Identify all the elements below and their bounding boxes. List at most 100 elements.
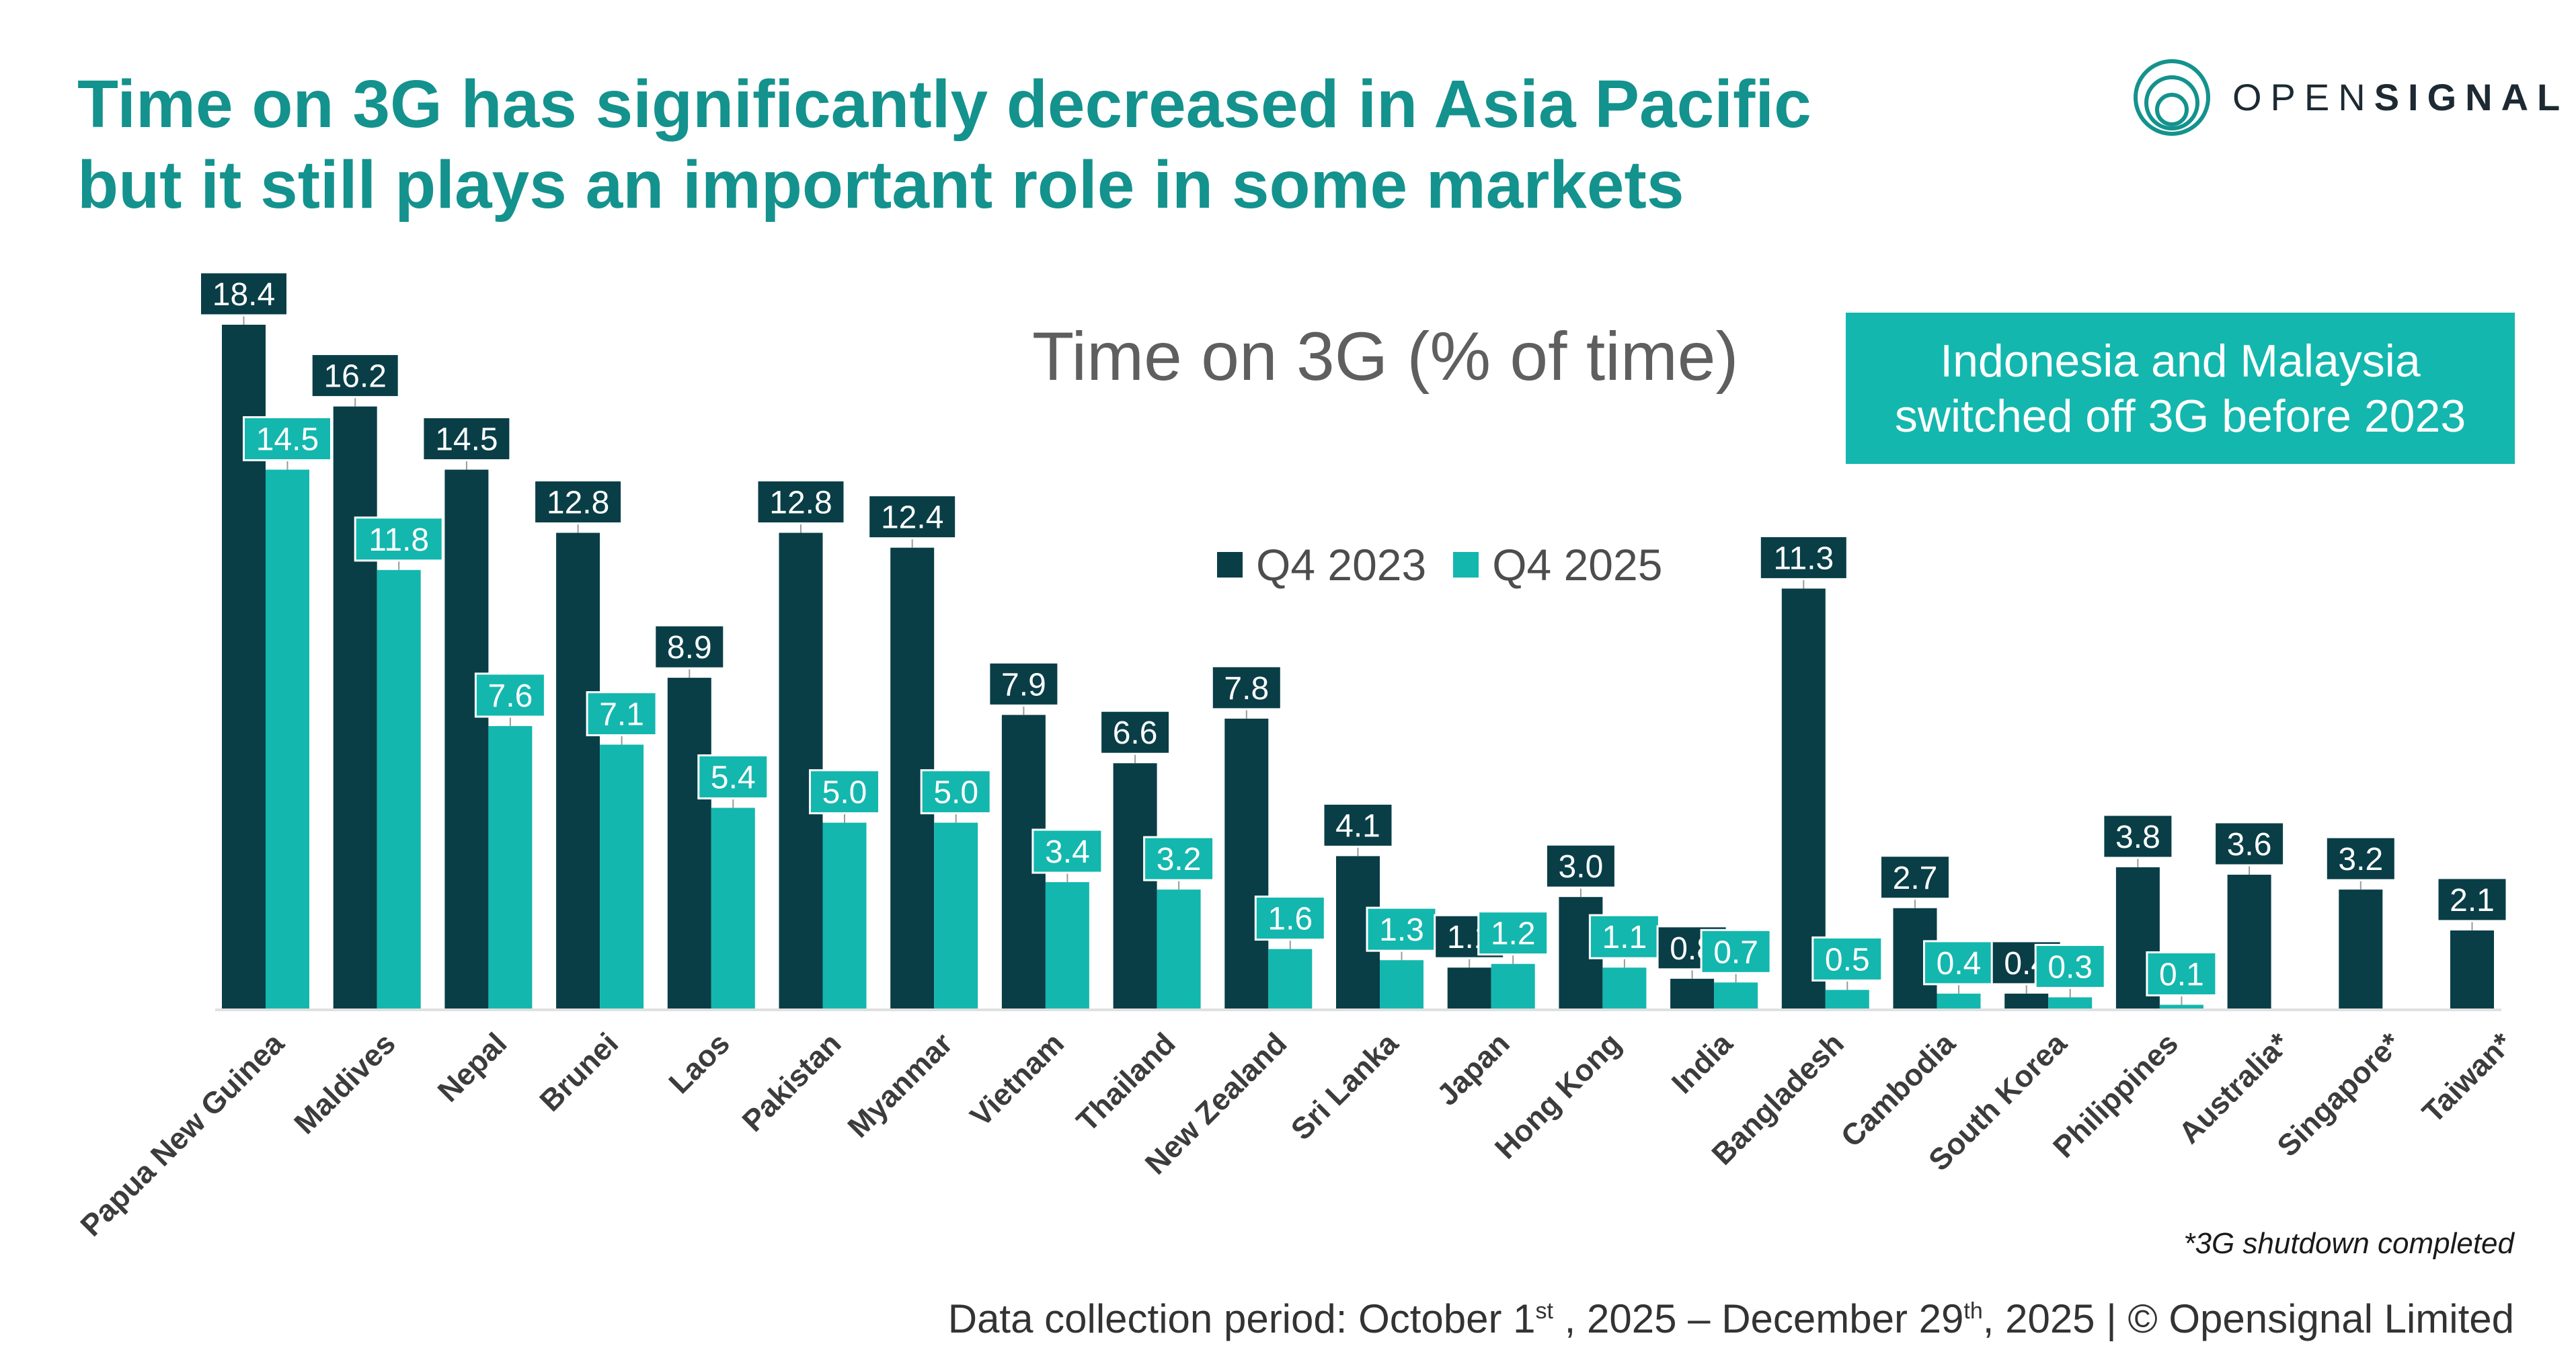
- data-label-box-q4-2025-papua-new-guinea: [243, 416, 332, 462]
- bar-q4-2025-maldives: [377, 569, 421, 1008]
- data-label-q4-2025-myanmar: 5.0: [933, 775, 978, 811]
- data-label-box-q4-2023-new-zealand: [1210, 665, 1282, 711]
- data-label-box-q4-2025-maldives: [354, 516, 444, 562]
- data-label-box-q4-2025-thailand: [1143, 836, 1215, 881]
- x-tick-label-pakistan: Pakistan: [736, 1026, 848, 1138]
- data-source-note: Data collection period: October 1st , 20…: [948, 1284, 2514, 1346]
- data-label-box-q4-2025-philippines: [2146, 951, 2218, 996]
- data-label-box-q4-2025-new-zealand: [1254, 896, 1326, 941]
- bar-q4-2023-australia: [2227, 875, 2271, 1008]
- data-label-q4-2023-thailand: 6.6: [1113, 715, 1158, 751]
- legend-item-q4-2025: Q4 2025: [1453, 539, 1662, 590]
- bar-q4-2025-cambodia: [1937, 993, 1981, 1008]
- data-label-box-q4-2023-papua-new-guinea: [199, 271, 288, 317]
- data-label-box-q4-2025-hong-kong: [1588, 914, 1660, 959]
- legend-swatch-q4-2025: [1453, 552, 1479, 578]
- data-label-q4-2025-south-korea: 0.3: [2047, 949, 2093, 985]
- data-label-box-q4-2023-cambodia: [1879, 855, 1951, 900]
- data-label-box-q4-2025-bangladesh: [1811, 936, 1883, 982]
- callout-line-1: Indonesia and Malaysia: [1940, 335, 2421, 387]
- x-tick-label-thailand: Thailand: [1070, 1026, 1182, 1138]
- data-label-box-q4-2025-laos: [697, 754, 769, 800]
- source-text-3: , 2025 | © Opensignal Limited: [1982, 1296, 2514, 1341]
- x-tick-label-nepal: Nepal: [431, 1026, 514, 1109]
- data-label-box-q4-2023-pakistan: [756, 479, 846, 525]
- data-label-q4-2023-vietnam: 7.9: [1001, 667, 1046, 703]
- data-label-q4-2025-japan: 1.2: [1491, 916, 1536, 952]
- x-tick-label-taiwan: Taiwan*: [2415, 1026, 2519, 1130]
- data-label-q4-2025-india: 0.7: [1713, 935, 1758, 970]
- x-tick-label-maldives: Maldives: [287, 1026, 401, 1140]
- data-label-q4-2025-thailand: 3.2: [1157, 842, 1202, 877]
- x-tick-label-brunei: Brunei: [533, 1026, 625, 1118]
- legend-label-q4-2023: Q4 2023: [1256, 540, 1427, 590]
- bar-q4-2025-papua-new-guinea: [266, 469, 309, 1008]
- data-label-box-q4-2023-philippines: [2102, 814, 2174, 859]
- title-line-2: but it still plays an important role in …: [77, 147, 1684, 223]
- data-label-box-q4-2023-brunei: [533, 479, 623, 525]
- data-label-box-q4-2025-pakistan: [809, 769, 880, 815]
- bar-q4-2023-maldives: [333, 406, 377, 1008]
- bar-q4-2025-hong-kong: [1602, 967, 1647, 1008]
- data-label-q4-2025-maldives: 11.8: [368, 522, 429, 558]
- data-label-q4-2023-cambodia: 2.7: [1893, 861, 1938, 896]
- source-text-2: , 2025 – December 29: [1553, 1296, 1964, 1341]
- x-tick-label-myanmar: Myanmar: [841, 1026, 959, 1144]
- data-label-box-q4-2025-brunei: [586, 691, 658, 737]
- data-label-q4-2023-brunei: 12.8: [547, 485, 609, 521]
- data-label-box-q4-2023-taiwan: [2436, 877, 2508, 922]
- data-label-box-q4-2025-sri-lanka: [1366, 906, 1438, 952]
- bar-q4-2023-thailand: [1113, 763, 1157, 1008]
- bar-q4-2023-nepal: [444, 469, 489, 1008]
- bar-q4-2025-new-zealand: [1268, 949, 1313, 1008]
- data-label-q4-2023-laos: 8.9: [667, 630, 712, 666]
- data-label-q4-2025-brunei: 7.1: [599, 697, 644, 733]
- x-tick-label-japan: Japan: [1430, 1026, 1516, 1112]
- legend-label-q4-2025: Q4 2025: [1492, 540, 1663, 590]
- data-label-q4-2023-hong-kong: 3.0: [1559, 849, 1604, 885]
- data-label-q4-2023-philippines: 3.8: [2115, 820, 2160, 855]
- x-tick-label-india: India: [1665, 1025, 1740, 1100]
- x-tick-label-sri-lanka: Sri Lanka: [1284, 1025, 1405, 1146]
- bar-q4-2025-pakistan: [822, 822, 867, 1008]
- data-label-q4-2023-papua-new-guinea: 18.4: [212, 277, 275, 313]
- data-label-box-q4-2023-bangladesh: [1758, 535, 1848, 580]
- data-label-q4-2025-nepal: 7.6: [488, 678, 533, 714]
- bar-q4-2025-japan: [1491, 963, 1535, 1008]
- data-label-box-q4-2025-india: [1700, 928, 1772, 974]
- data-label-box-q4-2023-sri-lanka: [1322, 802, 1394, 848]
- data-label-q4-2023-nepal: 14.5: [435, 422, 498, 458]
- bar-q4-2023-taiwan: [2450, 930, 2494, 1008]
- data-label-box-q4-2025-japan: [1477, 910, 1549, 956]
- logo-wordmark: OPENSIGNAL: [2232, 71, 2569, 124]
- chart-title: Time on 3G (% of time): [1032, 318, 1739, 395]
- callout-line-2: switched off 3G before 2023: [1894, 390, 2466, 442]
- data-label-box-q4-2023-nepal: [422, 416, 512, 462]
- bar-q4-2025-philippines: [2159, 1004, 2203, 1008]
- bar-q4-2023-laos: [667, 678, 711, 1008]
- bar-q4-2025-vietnam: [1045, 882, 1089, 1008]
- page-title: Time on 3G has significantly decreased i…: [77, 64, 2027, 225]
- data-label-q4-2023-bangladesh: 11.3: [1773, 541, 1834, 576]
- data-label-q4-2025-new-zealand: 1.6: [1267, 902, 1313, 937]
- legend-swatch-q4-2023: [1217, 552, 1243, 578]
- bar-q4-2025-thailand: [1157, 889, 1201, 1008]
- logo-text-bold: SIGNAL: [2374, 76, 2569, 118]
- data-label-q4-2025-cambodia: 0.4: [1937, 946, 1982, 982]
- x-tick-label-laos: Laos: [662, 1026, 736, 1100]
- data-label-q4-2023-myanmar: 12.4: [881, 500, 943, 536]
- data-label-box-q4-2023-maldives: [310, 353, 400, 399]
- data-label-q4-2025-bangladesh: 0.5: [1825, 942, 1870, 978]
- title-line-1: Time on 3G has significantly decreased i…: [77, 67, 1811, 142]
- data-label-q4-2025-philippines: 0.1: [2159, 957, 2204, 992]
- bar-q4-2025-nepal: [488, 725, 533, 1008]
- data-label-q4-2025-hong-kong: 1.1: [1602, 920, 1647, 955]
- data-label-q4-2023-taiwan: 2.1: [2450, 883, 2495, 918]
- x-tick-label-papua-new-guinea: Papua New Guinea: [74, 1025, 291, 1242]
- source-sup-1: st: [1535, 1298, 1553, 1324]
- logo-text-light: OPEN: [2232, 76, 2374, 118]
- source-sup-2: th: [1963, 1298, 1983, 1324]
- data-label-q4-2023-singapore: 3.2: [2338, 842, 2383, 877]
- bar-q4-2025-brunei: [600, 744, 644, 1008]
- data-label-q4-2023-maldives: 16.2: [323, 359, 386, 395]
